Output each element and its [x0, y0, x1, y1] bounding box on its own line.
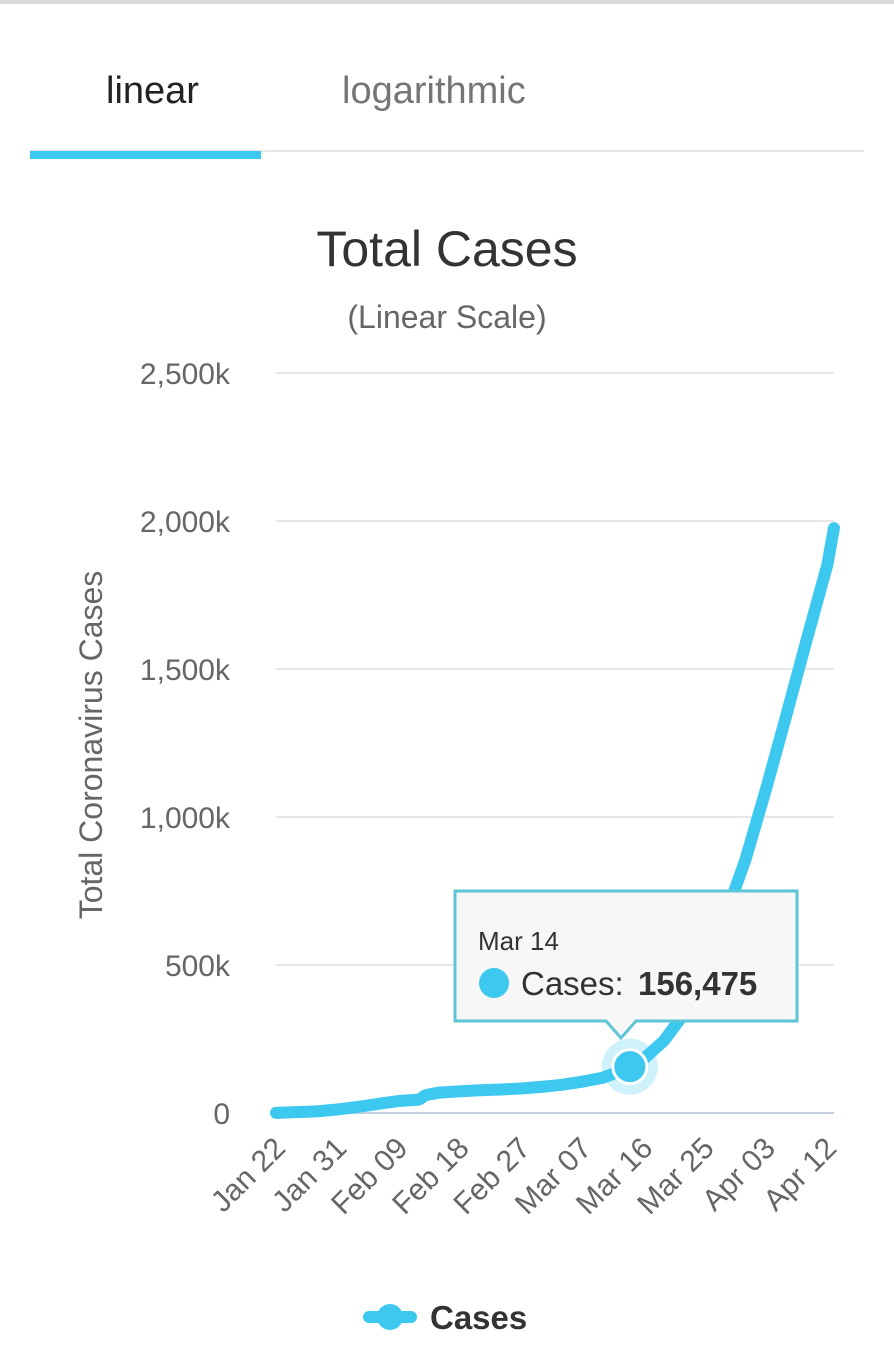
top-divider [0, 0, 894, 4]
legend-marker-swatch [377, 1304, 403, 1330]
cases-line [270, 522, 840, 1119]
y-tick-label: 1,500k [140, 654, 231, 687]
scale-tab-bar: linear logarithmic [30, 40, 864, 159]
y-tick-label: 1,000k [140, 802, 231, 835]
active-tab-indicator [30, 151, 261, 159]
legend-label-cases[interactable]: Cases [430, 1299, 527, 1336]
tab-logarithmic[interactable]: logarithmic [342, 70, 526, 112]
tab-linear[interactable]: linear [106, 70, 199, 112]
y-tick-label: 500k [165, 950, 231, 983]
tooltip-series-label: Cases: [521, 965, 624, 1002]
chart-title: Total Cases [316, 221, 577, 277]
chart-subtitle: (Linear Scale) [347, 299, 546, 335]
y-tick-label: 2,000k [140, 506, 231, 539]
tooltip-series-marker [479, 968, 509, 998]
hover-point[interactable] [611, 1048, 649, 1086]
tooltip-box [453, 889, 799, 1041]
legend[interactable]: Cases [363, 1299, 527, 1336]
tooltip-value: 156,475 [638, 965, 757, 1002]
y-tick-label: 0 [213, 1098, 230, 1131]
tooltip-date: Mar 14 [478, 926, 559, 956]
tooltip: Mar 14 Cases: 156,475 [453, 889, 799, 1041]
y-tick-label: 2,500k [140, 358, 231, 391]
y-axis-title: Total Coronavirus Cases [73, 571, 109, 920]
cases-series [270, 522, 840, 1119]
y-axis-tick-labels: 0 500k 1,000k 1,500k 2,000k 2,500k [140, 358, 231, 1131]
